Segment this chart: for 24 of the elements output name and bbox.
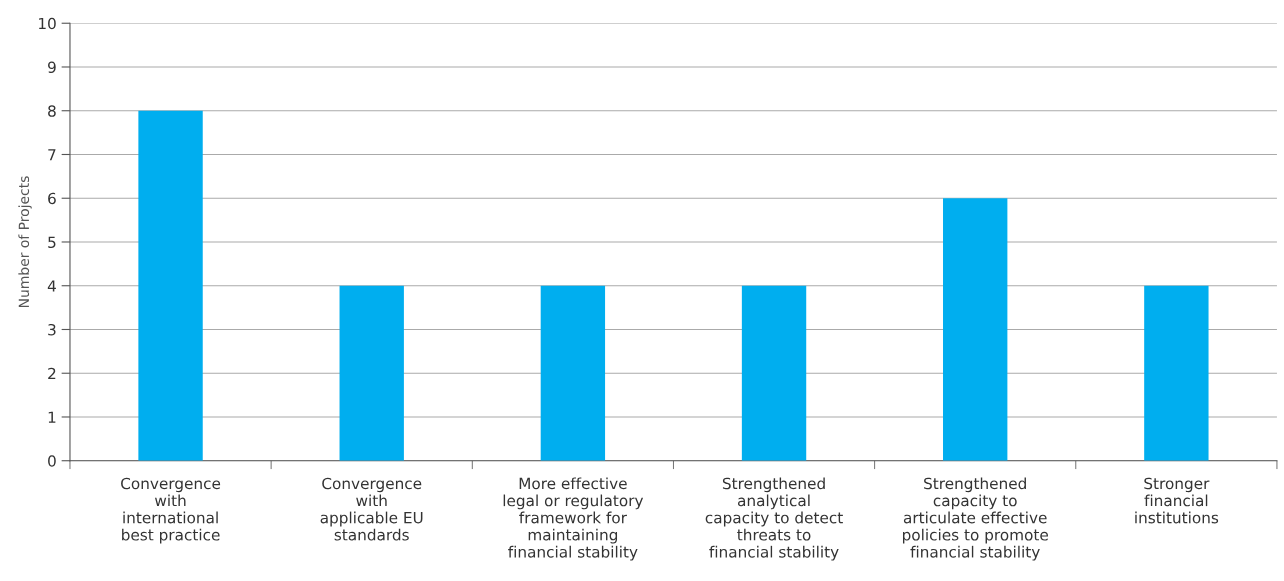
y-axis-title: Number of Projects <box>18 176 32 307</box>
y-tick-label: 6 <box>48 192 56 205</box>
y-tick-label: 1 <box>48 411 56 423</box>
y-tick-label: 4 <box>47 280 56 292</box>
y-tick-label: 5 <box>48 236 56 249</box>
x-tick-label: Convergence with international best practice <box>121 477 221 544</box>
bar <box>339 285 404 461</box>
y-tick-label: 0 <box>48 455 56 467</box>
bar <box>741 285 807 461</box>
y-tick-label: 9 <box>48 61 56 74</box>
y-tick-label: 10 <box>39 17 56 30</box>
y-tick-label: 8 <box>48 105 56 117</box>
x-tick-label: Strengthened capacity to articulate effective policies to promote financial stability <box>902 477 1048 561</box>
x-tick-label: Convergence with applicable EU standards <box>320 477 423 541</box>
x-tick-label: More effective legal or regulatory framework for maintaining financial stability <box>503 477 644 561</box>
x-tick-label: Stronger financial institutions <box>1135 477 1219 524</box>
y-tick-label: 7 <box>48 149 56 161</box>
y-tick-label: 2 <box>48 367 56 380</box>
x-tick-label: Strengthened analytical capacity to detect threats to financial stability <box>705 477 843 561</box>
bar <box>540 285 606 461</box>
y-tick-label: 3 <box>48 323 56 336</box>
bar <box>1144 285 1209 461</box>
bar <box>138 110 203 461</box>
bar <box>943 198 1008 461</box>
